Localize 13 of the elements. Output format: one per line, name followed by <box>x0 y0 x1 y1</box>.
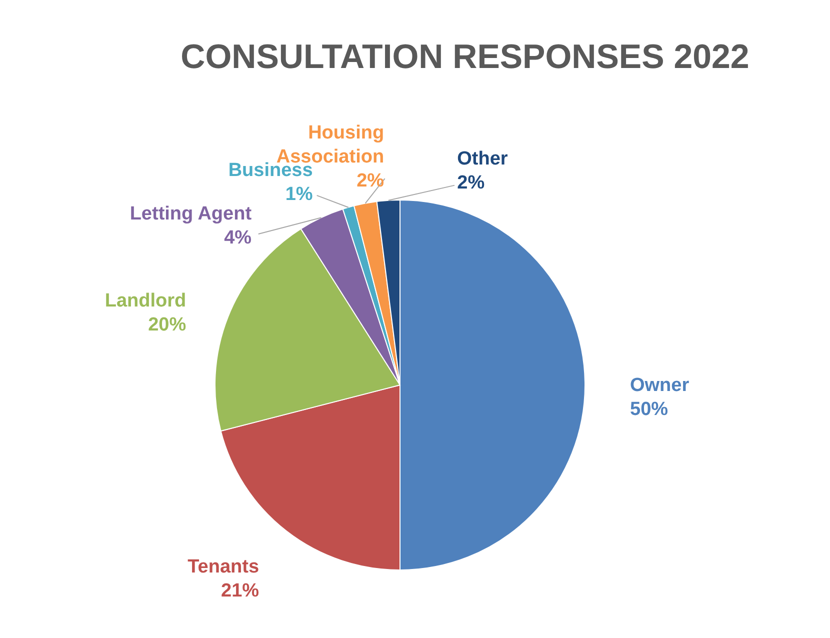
chart-title: CONSULTATION RESPONSES 2022 <box>180 38 750 76</box>
data-label: 50% <box>630 399 668 420</box>
data-label: 4% <box>224 228 252 249</box>
slice-label: Owner <box>630 375 690 396</box>
data-label: 20% <box>148 314 186 336</box>
data-label: 1% <box>285 184 313 205</box>
slice-label: Tenants <box>188 556 260 578</box>
slice-label: Landlord <box>104 290 186 312</box>
data-label: 2% <box>356 170 384 192</box>
slice-label: Other <box>457 148 508 170</box>
slice-label: Letting Agent <box>130 204 252 225</box>
data-label: 21% <box>221 580 260 602</box>
data-label: 2% <box>457 172 485 194</box>
